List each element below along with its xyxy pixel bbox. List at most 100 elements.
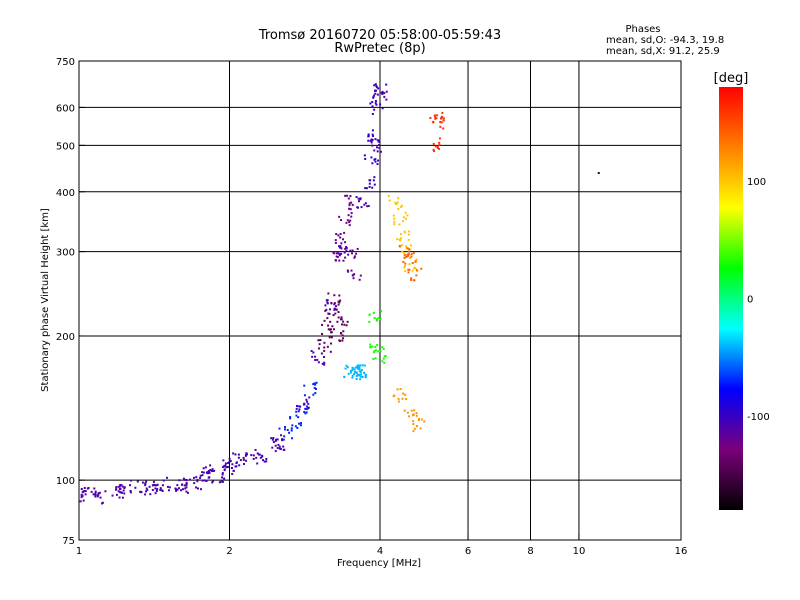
data-point: [356, 247, 359, 250]
data-point: [314, 358, 317, 361]
data-point: [432, 121, 435, 124]
data-point: [192, 476, 195, 479]
x-tick-label: 10: [573, 546, 586, 557]
data-point: [377, 87, 380, 90]
data-point: [151, 488, 154, 491]
data-point: [303, 410, 306, 413]
data-point: [393, 394, 396, 397]
data-point: [367, 133, 370, 136]
data-point: [205, 471, 208, 474]
data-point: [414, 266, 417, 269]
data-point: [218, 481, 221, 484]
data-point: [379, 317, 382, 320]
data-point: [374, 102, 377, 105]
data-point: [94, 492, 97, 495]
data-point: [204, 466, 207, 469]
data-point: [408, 268, 411, 271]
data-point: [597, 171, 600, 174]
data-point: [232, 469, 235, 472]
y-tick-label: 600: [56, 103, 75, 114]
data-point: [121, 496, 124, 499]
data-point: [373, 351, 376, 354]
data-point: [186, 491, 189, 494]
data-point: [274, 444, 277, 447]
data-point: [377, 350, 380, 353]
data-point: [237, 453, 240, 456]
data-point: [351, 374, 354, 377]
data-point: [154, 487, 157, 490]
data-point: [332, 328, 335, 331]
data-point: [364, 373, 367, 376]
data-point: [210, 470, 213, 473]
data-point: [348, 202, 351, 205]
data-point: [360, 368, 363, 371]
data-point: [361, 376, 364, 379]
data-point: [400, 244, 403, 247]
data-point: [376, 146, 379, 149]
data-point: [403, 256, 406, 259]
y-tick-label: 75: [62, 536, 75, 547]
data-point: [335, 233, 338, 236]
data-point: [202, 471, 205, 474]
data-point: [379, 103, 382, 106]
data-point: [185, 490, 188, 493]
data-point: [118, 496, 121, 499]
data-point: [167, 489, 170, 492]
data-point: [436, 146, 439, 149]
data-point: [406, 253, 409, 256]
data-point: [140, 491, 143, 494]
data-point: [410, 409, 413, 412]
data-point: [333, 294, 336, 297]
data-point: [272, 441, 275, 444]
data-point: [399, 387, 402, 390]
data-point: [381, 360, 384, 363]
data-point: [327, 312, 330, 315]
data-point: [281, 438, 284, 441]
data-point: [373, 84, 376, 87]
data-point: [405, 245, 408, 248]
data-point: [221, 473, 224, 476]
data-point: [348, 207, 351, 210]
data-point: [343, 375, 346, 378]
data-point: [323, 341, 326, 344]
data-point: [396, 388, 399, 391]
data-point: [282, 445, 285, 448]
data-point: [199, 477, 202, 480]
data-point: [432, 142, 435, 145]
data-point: [313, 382, 316, 385]
data-point: [231, 463, 234, 466]
data-point: [200, 488, 203, 491]
data-point: [370, 139, 373, 142]
data-point: [166, 476, 169, 479]
data-point: [349, 219, 352, 222]
data-point: [276, 438, 279, 441]
data-point: [225, 466, 228, 469]
data-point: [331, 325, 334, 328]
data-point: [162, 479, 165, 482]
data-point: [394, 202, 397, 205]
data-point: [357, 374, 360, 377]
x-tick-label: 16: [675, 546, 688, 557]
data-point: [367, 204, 370, 207]
data-point: [413, 409, 416, 412]
y-tick-label: 200: [56, 332, 75, 343]
data-point: [403, 266, 406, 269]
data-point: [439, 120, 442, 123]
data-point: [339, 232, 342, 235]
data-point: [339, 245, 342, 248]
data-point: [346, 320, 349, 323]
data-point: [388, 199, 391, 202]
data-point: [154, 484, 157, 487]
data-point: [414, 260, 417, 263]
data-point: [367, 139, 370, 142]
data-point: [407, 238, 410, 241]
data-point: [393, 217, 396, 220]
data-point: [297, 416, 300, 419]
data-point: [363, 364, 366, 367]
data-point: [134, 486, 137, 489]
data-point: [342, 337, 345, 340]
data-point: [203, 479, 206, 482]
data-point: [211, 480, 214, 483]
data-point: [369, 102, 372, 105]
data-point: [220, 480, 223, 483]
